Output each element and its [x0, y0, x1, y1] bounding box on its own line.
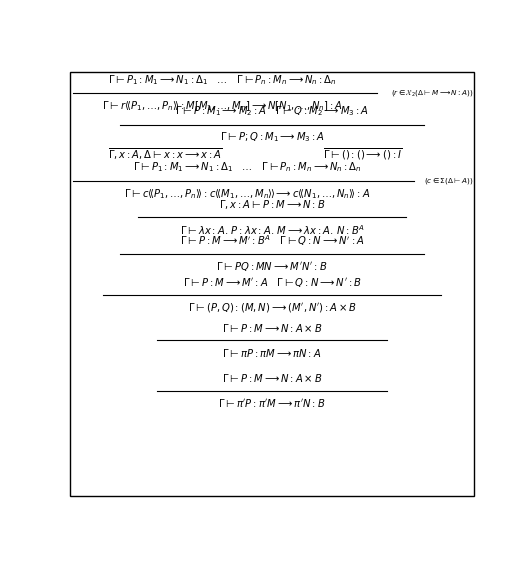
- Text: $\Gamma \vdash P_1 : M_1 \longrightarrow N_1 : \Delta_1 \quad \ldots \quad \Gamm: $\Gamma \vdash P_1 : M_1 \longrightarrow…: [133, 161, 362, 174]
- Text: $\Gamma \vdash \lambda x : A.\, P : \lambda x : A.\, M \longrightarrow \lambda x: $\Gamma \vdash \lambda x : A.\, P : \lam…: [179, 223, 365, 237]
- Text: $\Gamma \vdash P : M \longrightarrow M^{\prime} : B^A \quad \Gamma \vdash Q : N : $\Gamma \vdash P : M \longrightarrow M^{…: [180, 233, 364, 248]
- Text: $\overline{\Gamma, x : A, \Delta \vdash x : x \longrightarrow x : A}$: $\overline{\Gamma, x : A, \Delta \vdash …: [108, 146, 222, 162]
- Text: $(r \in \mathcal{X}_2(\Delta \vdash M \longrightarrow N : A))$: $(r \in \mathcal{X}_2(\Delta \vdash M \l…: [391, 88, 474, 98]
- Text: $\Gamma \vdash \pi^{\prime} P : \pi^{\prime} M \longrightarrow \pi^{\prime} N : : $\Gamma \vdash \pi^{\prime} P : \pi^{\pr…: [218, 397, 326, 409]
- Text: $\Gamma \vdash P : M \longrightarrow N : A \times B$: $\Gamma \vdash P : M \longrightarrow N :…: [222, 322, 322, 334]
- Text: $\Gamma \vdash r\langle\!\langle P_1, \ldots, P_n \rangle\!\rangle : M[M_1, \ldo: $\Gamma \vdash r\langle\!\langle P_1, \l…: [102, 99, 343, 114]
- Text: $\Gamma \vdash \pi P : \pi M \longrightarrow \pi N : A$: $\Gamma \vdash \pi P : \pi M \longrighta…: [222, 347, 322, 359]
- Text: $\Gamma \vdash (P, Q) : (M, N) \longrightarrow (M^{\prime}, N^{\prime}) : A \tim: $\Gamma \vdash (P, Q) : (M, N) \longrigh…: [187, 301, 357, 314]
- Text: $\Gamma \vdash P : M \longrightarrow N : A \times B$: $\Gamma \vdash P : M \longrightarrow N :…: [222, 372, 322, 384]
- Text: $(c \in \Sigma(\Delta \vdash A))$: $(c \in \Sigma(\Delta \vdash A))$: [424, 176, 474, 186]
- Text: $\Gamma \vdash P_1 : M_1 \longrightarrow N_1 : \Delta_1 \quad \ldots \quad \Gamm: $\Gamma \vdash P_1 : M_1 \longrightarrow…: [108, 73, 337, 87]
- Text: $\Gamma \vdash c\langle\!\langle P_1, \ldots, P_n \rangle\!\rangle : c\langle\!\: $\Gamma \vdash c\langle\!\langle P_1, \l…: [124, 187, 371, 201]
- Text: $\Gamma, x : A \vdash P : M \longrightarrow N : B$: $\Gamma, x : A \vdash P : M \longrightar…: [219, 198, 326, 211]
- Text: $\overline{\Gamma \vdash () : () \longrightarrow () : I}$: $\overline{\Gamma \vdash () : () \longri…: [323, 146, 402, 162]
- FancyBboxPatch shape: [71, 72, 474, 496]
- Text: $\Gamma \vdash P;Q : M_1 \longrightarrow M_3 : A$: $\Gamma \vdash P;Q : M_1 \longrightarrow…: [220, 130, 324, 144]
- Text: $\Gamma \vdash P : M \longrightarrow M^{\prime} : A \quad \Gamma \vdash Q : N \l: $\Gamma \vdash P : M \longrightarrow M^{…: [183, 275, 362, 288]
- Text: $\Gamma \vdash P : M_1 \longrightarrow M_2 : A \quad \Gamma \vdash Q : M_2 \long: $\Gamma \vdash P : M_1 \longrightarrow M…: [175, 105, 369, 118]
- Text: $\Gamma \vdash PQ : MN \longrightarrow M^{\prime}N^{\prime} : B$: $\Gamma \vdash PQ : MN \longrightarrow M…: [217, 260, 328, 274]
